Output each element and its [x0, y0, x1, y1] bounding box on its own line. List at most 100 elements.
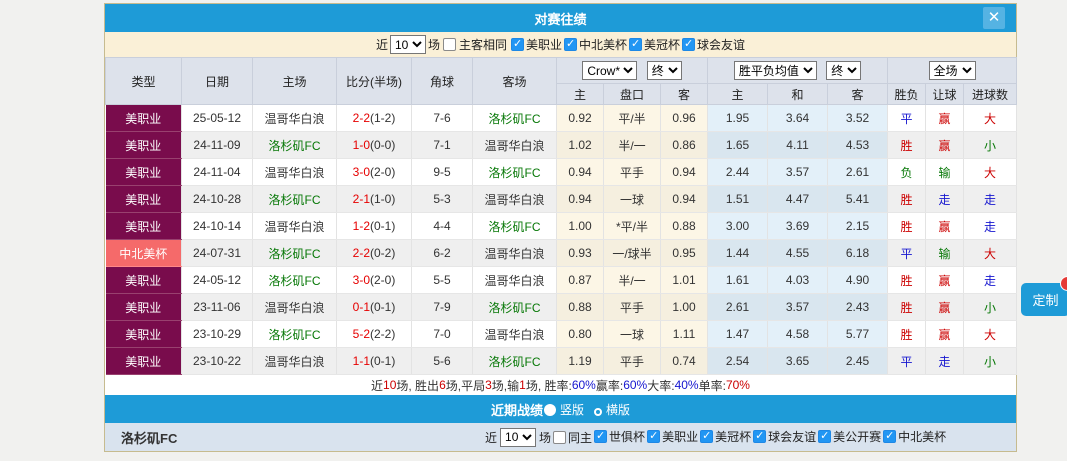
- league-checkbox[interactable]: [647, 429, 661, 443]
- league-label[interactable]: 美职业: [525, 37, 562, 52]
- same-home-label[interactable]: 同主: [568, 430, 593, 445]
- match-type-cell: 美职业: [105, 212, 182, 240]
- euro-draw-odds-cell: 4.55: [767, 239, 829, 267]
- euro-away-odds-cell: 4.53: [827, 131, 889, 159]
- col-header-corner: 角球: [411, 57, 473, 105]
- league-checkbox[interactable]: [564, 37, 577, 51]
- result-value: 小: [984, 354, 997, 369]
- asian-home-odds-cell: 1.02: [556, 131, 604, 159]
- euro-away-odds-cell: 2.61: [827, 158, 889, 186]
- result-value: 输: [938, 246, 951, 261]
- near-label: 近: [485, 430, 498, 445]
- goals-result-cell: 走: [963, 185, 1018, 213]
- goals-result-cell: 小: [963, 131, 1018, 159]
- corner-cell: 4-4: [411, 212, 473, 240]
- league-checkbox[interactable]: [883, 429, 897, 443]
- euro-odds-select[interactable]: 胜平负均值: [733, 61, 817, 80]
- result-value: 赢: [938, 327, 951, 342]
- summary-segment: 大率:: [647, 378, 675, 393]
- sub-col-header: 主: [556, 83, 604, 105]
- table-row: 美职业 24-11-04 温哥华白浪 3-0(2-0) 9-5 洛杉矶FC 0.94 平手 0.…: [105, 158, 1018, 186]
- home-team-cell: 洛杉矶FC: [252, 239, 337, 267]
- same-venue-checkbox[interactable]: [442, 38, 456, 51]
- summary-text: 近 10 场, 胜出 6 场,平局 3 场,输 1 场, 胜率: 60% 赢率:…: [105, 375, 1016, 395]
- summary-segment: 场,输: [491, 378, 520, 393]
- fulltime-score: 5-2: [352, 327, 370, 341]
- fulltime-score: 3-0: [352, 165, 370, 179]
- close-icon[interactable]: ✕: [983, 7, 1005, 29]
- asian-away-odds-cell: 1.01: [660, 266, 709, 294]
- bookmaker-select[interactable]: Crow*: [582, 61, 638, 80]
- match-count-select[interactable]: 10: [389, 35, 426, 54]
- euro-home-odds-cell: 2.44: [707, 158, 769, 186]
- corner-cell: 7-6: [411, 104, 473, 132]
- score-cell: 3-0(2-0): [336, 266, 412, 294]
- league-label[interactable]: 世俱杯: [609, 430, 646, 444]
- league-filter: 美公开赛: [816, 428, 881, 445]
- same-home-checkbox[interactable]: [553, 430, 567, 444]
- league-label[interactable]: 美职业: [662, 430, 699, 444]
- customize-button[interactable]: 定制: [1021, 276, 1067, 316]
- view-mode-radio[interactable]: [543, 403, 556, 416]
- league-label[interactable]: 美公开赛: [833, 430, 882, 444]
- recent-results-bar: 近期战绩 竖版 横版: [105, 395, 1016, 423]
- league-label[interactable]: 美冠杯: [644, 37, 681, 52]
- euro-draw-odds-cell: 4.58: [767, 320, 829, 348]
- asian-home-odds-cell: 0.92: [556, 104, 604, 132]
- view-mode-label[interactable]: 横版: [606, 402, 631, 417]
- col-header-type: 类型: [105, 57, 182, 105]
- away-team-cell: 洛杉矶FC: [472, 347, 557, 375]
- result-value: 走: [938, 354, 951, 369]
- fulltime-score: 2-1: [352, 192, 370, 206]
- summary-segment: 场, 胜率:: [525, 378, 572, 393]
- asian-stage-select[interactable]: 终: [646, 61, 682, 80]
- home-team-cell: 洛杉矶FC: [252, 320, 337, 348]
- league-label[interactable]: 球会友谊: [768, 430, 817, 444]
- handicap-line-cell: 平/半: [603, 104, 661, 132]
- euro-draw-odds-cell: 3.65: [767, 347, 829, 375]
- fulltime-score: 1-1: [352, 354, 370, 368]
- league-checkbox[interactable]: [629, 37, 643, 51]
- score-cell: 2-2(0-2): [336, 239, 412, 267]
- scope-select[interactable]: 全场: [928, 61, 976, 80]
- sub-col-header: 主: [707, 83, 769, 105]
- asian-away-odds-cell: 1.00: [660, 293, 709, 321]
- league-label[interactable]: 球会友谊: [697, 37, 746, 52]
- corner-cell: 5-3: [411, 185, 473, 213]
- result-value: 胜: [900, 192, 913, 207]
- euro-draw-odds-cell: 3.57: [767, 158, 829, 186]
- euro-stage-select[interactable]: 终: [826, 61, 862, 80]
- asian-home-odds-cell: 0.94: [556, 185, 604, 213]
- view-mode-label[interactable]: 竖版: [559, 402, 584, 417]
- league-label[interactable]: 美冠杯: [715, 430, 752, 444]
- euro-draw-odds-cell: 4.11: [767, 131, 829, 159]
- goals-result-cell: 大: [963, 104, 1018, 132]
- league-checkbox[interactable]: [700, 429, 714, 443]
- handicap-line-cell: 平手: [603, 347, 661, 375]
- score-cell: 1-0(0-0): [336, 131, 412, 159]
- result-value: 赢: [938, 111, 951, 126]
- away-team-cell: 温哥华白浪: [472, 185, 557, 213]
- match-type-cell: 美职业: [105, 320, 182, 348]
- league-label[interactable]: 中北美杯: [898, 430, 947, 444]
- league-checkbox[interactable]: [818, 429, 832, 443]
- league-checkbox[interactable]: [753, 429, 767, 443]
- sub-col-header: 客: [659, 83, 709, 105]
- halftime-score: (0-1): [370, 300, 396, 314]
- league-checkbox[interactable]: [682, 37, 696, 51]
- league-filter: 中北美杯: [881, 428, 946, 445]
- league-checkbox[interactable]: [510, 37, 524, 51]
- fulltime-score: 1-2: [352, 219, 370, 233]
- euro-away-odds-cell: 5.77: [827, 320, 889, 348]
- league-filter: 美职业: [645, 428, 698, 445]
- league-label[interactable]: 中北美杯: [579, 37, 628, 52]
- halftime-score: (2-0): [370, 273, 396, 287]
- bottom-match-count-select[interactable]: 10: [500, 427, 537, 447]
- result-value: 走: [984, 192, 997, 207]
- goals-result-cell: 小: [963, 293, 1018, 321]
- match-type-cell: 美职业: [105, 158, 182, 186]
- same-venue-label[interactable]: 主客相同: [458, 38, 507, 52]
- league-checkbox[interactable]: [594, 429, 608, 443]
- view-mode-radio[interactable]: [594, 407, 602, 416]
- result-value: 平: [900, 354, 913, 369]
